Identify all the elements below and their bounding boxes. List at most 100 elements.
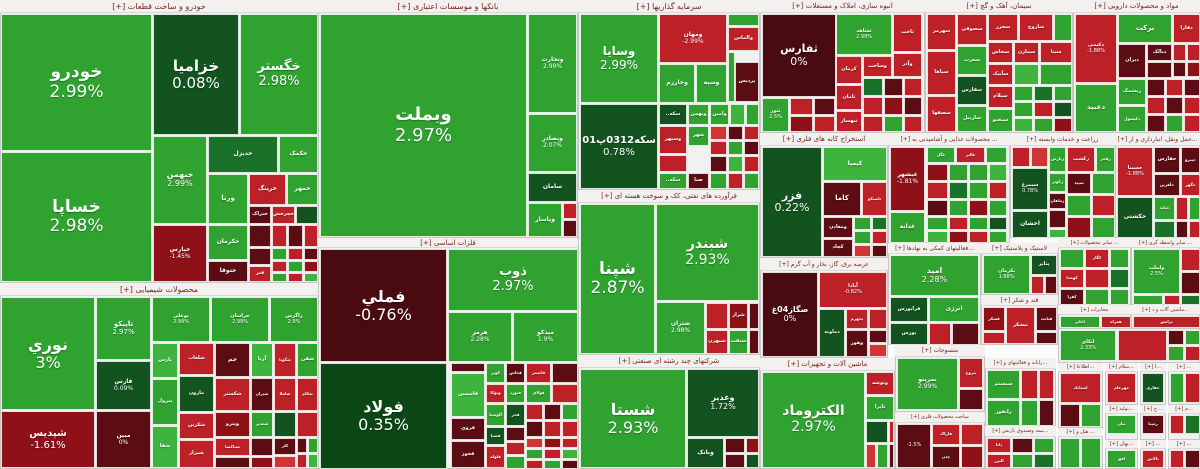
tile-زکشت[interactable]: زکشت xyxy=(1067,147,1095,172)
tile[interactable] xyxy=(814,98,835,115)
sector-header-32[interactable]: ...یهان [+] xyxy=(1105,440,1138,449)
tile-وبملت[interactable]: وبملت 2.97% xyxy=(320,14,527,237)
sector-header-11[interactable]: فلزات اساسی [+] xyxy=(318,238,578,248)
tile-بجهرم[interactable]: بجهرم xyxy=(846,309,868,329)
tile[interactable] xyxy=(744,156,759,172)
tile-سآبیک[interactable]: سآبیک xyxy=(988,64,1013,85)
tile-بورس[interactable]: بورس xyxy=(890,323,928,345)
tile-غدانه[interactable]: غدانه xyxy=(890,212,925,243)
tile[interactable] xyxy=(1133,295,1163,305)
tile[interactable] xyxy=(526,404,543,420)
tile[interactable] xyxy=(866,421,888,443)
tile[interactable] xyxy=(927,182,948,199)
tile[interactable] xyxy=(249,225,271,247)
tile[interactable] xyxy=(1181,295,1200,305)
sector-header-31[interactable]: ...م [+] xyxy=(1168,405,1200,414)
tile-فنورد[interactable]: فنورد xyxy=(506,384,525,403)
tile-سکه..[interactable]: سکه.. xyxy=(659,173,687,189)
tile[interactable] xyxy=(744,173,759,189)
tile-فکستر[interactable]: فکستر xyxy=(526,363,551,383)
tile[interactable] xyxy=(659,155,687,172)
tile-همراه[interactable]: همراه xyxy=(1101,316,1131,328)
tile[interactable] xyxy=(1185,450,1200,468)
tile-فزر[interactable]: فزر 0.22% xyxy=(762,147,822,257)
sector-header-8[interactable]: عرضه برق، گاز، بخار و آب گرم [+] xyxy=(760,258,888,271)
tile-خودرو[interactable]: خودرو 2.99% xyxy=(1,14,152,151)
tile-چدن[interactable]: چدن xyxy=(932,446,960,468)
tile[interactable] xyxy=(949,200,968,216)
tile-شگویا[interactable]: شگویا xyxy=(274,343,296,377)
tile-خمهر[interactable]: خمهر xyxy=(287,174,318,205)
tile-فخوز[interactable]: فخوز xyxy=(451,441,485,468)
tile[interactable] xyxy=(961,446,983,468)
tile-آریا[interactable]: آریا xyxy=(251,343,273,377)
tile[interactable] xyxy=(526,460,543,469)
tile-سیتا[interactable]: سیتا xyxy=(1040,42,1072,63)
tile-ولملت[interactable]: ولملت 2.5% xyxy=(1133,249,1180,294)
tile-زاگرس[interactable]: زاگرس 2.9% xyxy=(270,297,318,342)
tile-سیستم[interactable]: سیستم xyxy=(987,370,1020,399)
tile[interactable] xyxy=(1184,97,1200,114)
tile[interactable] xyxy=(929,323,951,345)
tile-وبانک[interactable]: وبانک xyxy=(687,438,724,468)
tile-تایرا[interactable]: تایرا xyxy=(866,396,894,420)
tile[interactable] xyxy=(814,116,835,132)
tile[interactable] xyxy=(746,454,759,468)
tile[interactable] xyxy=(927,200,948,216)
tile[interactable] xyxy=(562,421,578,437)
tile-وهور[interactable]: وهور xyxy=(846,330,868,357)
tile-خچرخش[interactable]: خچرخش xyxy=(272,206,295,224)
tile[interactable] xyxy=(1164,295,1180,305)
tile-پتایر[interactable]: پتایر xyxy=(1031,255,1057,275)
tile[interactable] xyxy=(1054,118,1072,132)
tile-ساربیل[interactable]: ساربیل xyxy=(957,106,987,132)
tile-رانفور[interactable]: رانفور xyxy=(987,400,1020,426)
tile-سکه..[interactable]: سکه.. xyxy=(659,104,687,125)
tile-شفا[interactable]: شفا xyxy=(152,426,178,468)
tile-حآفرین[interactable]: حآفرین xyxy=(1154,174,1180,196)
tile-خزامیا[interactable]: خزامیا 0.08% xyxy=(153,14,239,135)
tile-ورنا[interactable]: ورنا xyxy=(208,174,248,224)
tile[interactable] xyxy=(710,156,727,172)
tile[interactable] xyxy=(728,52,735,102)
tile[interactable] xyxy=(1092,195,1115,216)
tile[interactable] xyxy=(215,457,250,468)
tile-ثنور[interactable]: ثنور 2.5% xyxy=(762,98,789,132)
tile[interactable] xyxy=(728,173,743,189)
tile-رمپنا[interactable]: رمپنا xyxy=(1142,415,1164,434)
tile[interactable] xyxy=(746,438,759,453)
tile[interactable] xyxy=(989,217,1007,230)
tile-سغرب[interactable]: سغرب xyxy=(957,46,987,75)
tile[interactable] xyxy=(1173,44,1186,61)
tile[interactable] xyxy=(544,438,561,448)
tile[interactable] xyxy=(1085,289,1109,305)
tile[interactable] xyxy=(989,164,1007,181)
sector-header-35[interactable]: منسوجات [+] xyxy=(895,345,985,357)
tile[interactable] xyxy=(949,217,968,230)
tile[interactable] xyxy=(869,309,887,329)
tile[interactable] xyxy=(308,438,318,453)
tile-شاملا[interactable]: شاملا xyxy=(274,378,296,411)
tile-امید[interactable]: امید 2.28% xyxy=(890,255,979,296)
tile-ریشمک[interactable]: ریشمک xyxy=(1118,79,1146,105)
tile[interactable] xyxy=(1012,438,1033,453)
tile-تاپیکو[interactable]: تاپیکو 2.97% xyxy=(96,297,151,360)
sector-header-14[interactable]: زراعت و خدمات وابسته [+] xyxy=(1010,133,1115,146)
tile-شنفت[interactable]: شنفت xyxy=(729,330,748,354)
tile[interactable] xyxy=(1147,79,1165,96)
tile-شپنا[interactable]: شپنا 2.87% xyxy=(580,204,655,354)
tile[interactable] xyxy=(288,225,303,247)
tile[interactable] xyxy=(1014,64,1039,85)
tile-غالبر[interactable]: غالبر xyxy=(956,147,985,163)
tile-شپاکسا[interactable]: شپاکسا xyxy=(215,438,250,456)
tile[interactable]: -1.5% xyxy=(897,424,931,468)
tile[interactable] xyxy=(304,248,318,260)
tile[interactable] xyxy=(1031,276,1044,294)
tile-نمرینو[interactable]: نمرینو 2.99% xyxy=(897,358,958,410)
tile-خساپا[interactable]: خساپا 2.98% xyxy=(1,152,152,282)
tile[interactable] xyxy=(1036,332,1057,344)
tile[interactable] xyxy=(863,78,883,96)
tile[interactable] xyxy=(1060,438,1080,468)
tile-دانا[interactable]: دانا xyxy=(987,438,1011,453)
tile[interactable] xyxy=(526,421,543,437)
